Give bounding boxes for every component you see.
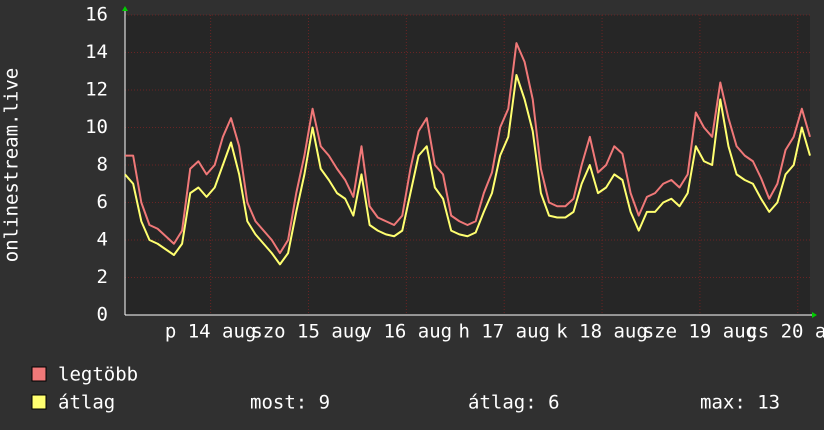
- axis-arrow: [122, 6, 128, 11]
- y-tick-label: 2: [97, 266, 108, 288]
- stat-max: max: 13: [700, 392, 780, 414]
- x-tick-label: cs 20 aug: [746, 321, 824, 343]
- series-line: [125, 42, 811, 255]
- x-tick-label: k 18 aug: [556, 321, 648, 343]
- legend-swatch: [31, 394, 47, 410]
- series-line: [124, 74, 811, 266]
- x-tick-label: h 17 aug: [458, 321, 550, 343]
- y-tick-label: 0: [97, 304, 108, 326]
- stat-average: átlag: 6: [468, 392, 560, 414]
- y-tick-label: 16: [85, 4, 108, 26]
- x-tick-label: p 14 aug: [165, 321, 257, 343]
- legend-swatch: [31, 366, 47, 382]
- axis-arrow: [812, 312, 817, 318]
- y-tick-label: 10: [85, 116, 108, 138]
- y-tick-label: 8: [97, 154, 108, 176]
- y-tick-label: 6: [97, 191, 108, 213]
- legend-label: legtöbb: [58, 364, 138, 386]
- y-axis-label: onlinestream.live: [1, 68, 23, 262]
- x-tick-label: v 16 aug: [361, 321, 453, 343]
- y-tick-label: 12: [85, 79, 108, 101]
- x-tick-label: szo 15 aug: [251, 321, 365, 343]
- legend-label: átlag: [58, 392, 115, 414]
- stat-now: most: 9: [250, 392, 330, 414]
- y-tick-label: 4: [97, 229, 108, 251]
- x-tick-label: sze 19 aug: [643, 321, 757, 343]
- y-tick-label: 14: [85, 41, 108, 63]
